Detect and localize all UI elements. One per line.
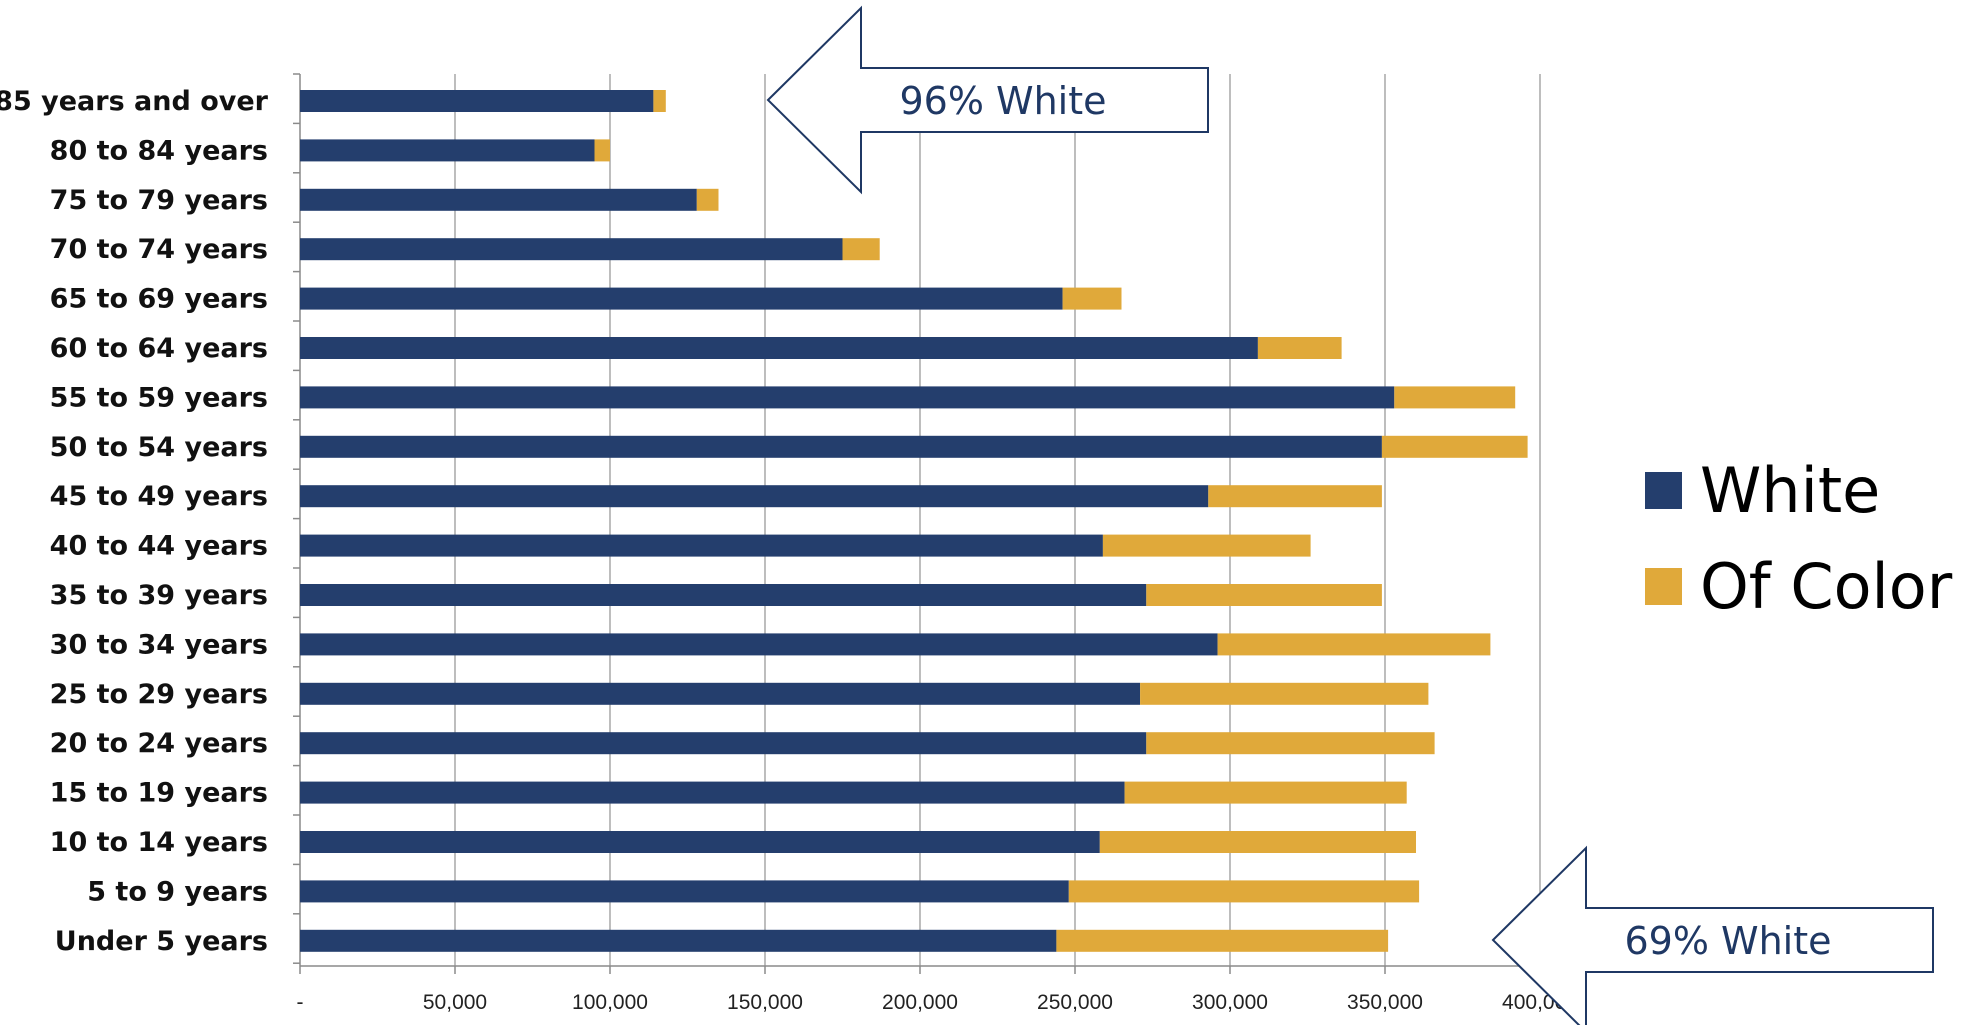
bar-of-color <box>842 238 880 261</box>
category-label: 70 to 74 years <box>50 234 268 265</box>
legend-label-white: White <box>1700 454 1880 527</box>
bar-white <box>300 880 1069 903</box>
bar-white <box>300 386 1395 409</box>
bar-white <box>300 90 654 112</box>
x-tick-label: - <box>297 991 304 1014</box>
category-label: 50 to 54 years <box>50 432 268 463</box>
bar-of-color <box>1056 929 1389 952</box>
x-tick-label: 100,000 <box>572 991 648 1014</box>
bar-white <box>300 633 1218 656</box>
bar-white <box>300 732 1147 755</box>
callout-top-text: 96% White <box>899 79 1106 123</box>
bars <box>300 90 1528 952</box>
category-label: 15 to 19 years <box>50 778 268 809</box>
category-label: 80 to 84 years <box>50 135 268 166</box>
legend-swatch-of-color <box>1645 568 1682 605</box>
bar-white <box>300 929 1057 952</box>
x-tick-label: 200,000 <box>882 991 958 1014</box>
callout-bottom-arrow <box>1491 845 1934 1025</box>
category-label: 65 to 69 years <box>50 284 268 315</box>
legend-swatch-white <box>1645 472 1682 509</box>
tick-labels: - 50,000 100,000 150,000 200,000 250,000 300,0… <box>297 991 1578 1014</box>
category-label: 30 to 34 years <box>50 629 268 660</box>
category-label: 10 to 14 years <box>50 827 268 858</box>
bar-of-color <box>1381 435 1528 458</box>
bar-white <box>300 682 1141 705</box>
x-tick-label: 300,000 <box>1192 991 1268 1014</box>
bar-of-color <box>696 188 719 211</box>
bar-white <box>300 287 1063 310</box>
bar-of-color <box>1140 682 1429 705</box>
x-tick-label: 350,000 <box>1347 991 1423 1014</box>
callout-bottom-text: 69% White <box>1624 919 1831 963</box>
x-tick-label: 150,000 <box>727 991 803 1014</box>
bar-of-color <box>1102 534 1311 557</box>
category-labels: 85 years and over 80 to 84 years 75 to 79 … <box>0 86 269 957</box>
bar-white <box>300 534 1103 557</box>
bar-of-color <box>1062 287 1122 310</box>
x-tick-label: 50,000 <box>423 991 487 1014</box>
x-tick-label: 250,000 <box>1037 991 1113 1014</box>
bar-of-color <box>1394 386 1516 409</box>
bar-of-color <box>1146 732 1435 755</box>
bar-white <box>300 584 1147 606</box>
category-label: 20 to 24 years <box>50 728 268 759</box>
bar-white <box>300 781 1125 804</box>
legend-label-of-color: Of Color <box>1700 550 1953 623</box>
category-label: 85 years and over <box>0 86 269 117</box>
callout-bottom: 69% White <box>1491 845 1934 1025</box>
bar-of-color <box>1217 633 1491 656</box>
category-label: 45 to 49 years <box>50 481 268 512</box>
bar-white <box>300 188 697 211</box>
bar-white <box>300 238 843 261</box>
category-label: 55 to 59 years <box>50 382 268 413</box>
bar-of-color <box>1099 831 1416 853</box>
category-label: 35 to 39 years <box>50 580 268 611</box>
callout-top: 96% White <box>766 5 1209 195</box>
bar-of-color <box>594 139 610 162</box>
bar-of-color <box>1257 337 1342 359</box>
bar-of-color <box>1124 781 1407 804</box>
bar-white <box>300 435 1382 458</box>
category-label: 60 to 64 years <box>50 333 268 364</box>
gridlines <box>454 74 1541 966</box>
x-axis <box>293 73 1541 974</box>
bar-of-color <box>1068 880 1420 903</box>
bar-of-color <box>653 90 666 112</box>
callout-top-arrow <box>766 5 1209 195</box>
bar-white <box>300 337 1258 359</box>
bar-white <box>300 831 1100 853</box>
bar-white <box>300 485 1209 508</box>
category-label: Under 5 years <box>55 926 268 957</box>
category-label: 75 to 79 years <box>50 185 268 216</box>
category-label: 25 to 29 years <box>50 679 268 710</box>
category-label: 5 to 9 years <box>87 876 268 907</box>
bar-white <box>300 139 595 162</box>
bar-of-color <box>1146 584 1382 606</box>
legend: White Of Color <box>1645 454 1953 623</box>
category-label: 40 to 44 years <box>50 531 268 562</box>
bar-of-color <box>1208 485 1382 508</box>
